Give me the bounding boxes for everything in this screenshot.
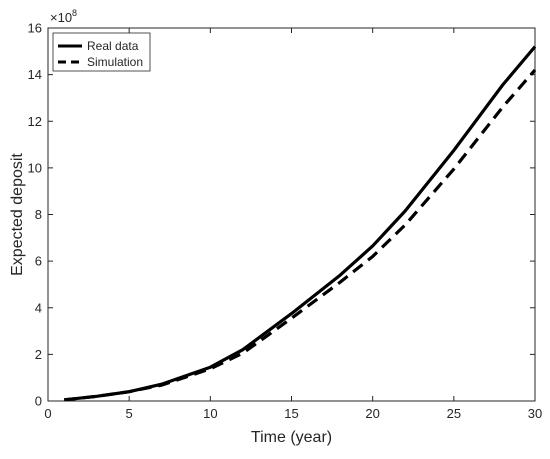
x-tick-label: 25 bbox=[447, 406, 461, 421]
x-tick-label: 30 bbox=[528, 406, 542, 421]
series-layer bbox=[64, 45, 537, 402]
y-axis-exponent-power: 8 bbox=[72, 8, 77, 18]
plot-area bbox=[47, 27, 536, 402]
y-axis-label: Expected deposit bbox=[9, 153, 26, 276]
y-tick-label: 10 bbox=[28, 160, 42, 175]
x-tick-label: 20 bbox=[365, 406, 379, 421]
series-line-simulation bbox=[64, 68, 537, 402]
legend-label-real-data: Real data bbox=[87, 39, 139, 53]
y-tick-label: 0 bbox=[35, 394, 42, 409]
x-tick-label: 10 bbox=[203, 406, 217, 421]
legend-box bbox=[52, 32, 151, 72]
x-tick-label: 15 bbox=[284, 406, 298, 421]
y-tick-label: 12 bbox=[28, 114, 42, 129]
legend-label-simulation: Simulation bbox=[87, 55, 143, 69]
ticks-layer: 0 5 10 15 20 25 30 0 2 4 6 8 10 12 14 16 bbox=[28, 21, 543, 422]
x-axis-label: Time (year) bbox=[251, 429, 332, 446]
y-tick-label: 4 bbox=[35, 300, 42, 315]
y-axis-exponent-base: ×10 bbox=[50, 10, 72, 25]
x-tick-label: 5 bbox=[126, 406, 133, 421]
x-tick-label: 0 bbox=[44, 406, 51, 421]
y-tick-label: 14 bbox=[28, 67, 42, 82]
y-tick-label: 16 bbox=[28, 21, 42, 36]
y-tick-label: 2 bbox=[35, 347, 42, 362]
y-tick-label: 6 bbox=[35, 254, 42, 269]
legend: Real data Simulation bbox=[52, 32, 151, 72]
y-tick-label: 8 bbox=[35, 207, 42, 222]
